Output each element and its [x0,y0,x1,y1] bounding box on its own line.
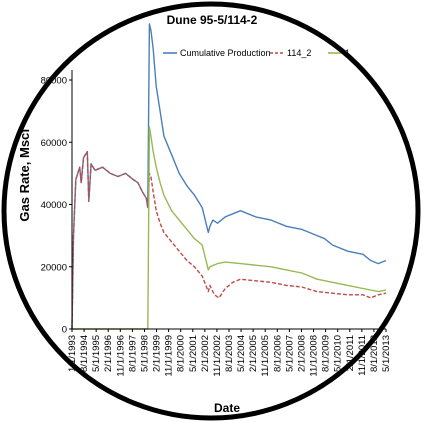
x-tick-label: 8/1/2006 [272,335,283,372]
x-tick-label: 11/1/1999 [164,335,175,377]
x-tick-label: 11/1/2002 [212,335,223,377]
plot-area [71,23,387,330]
y-tick-label: 60000 [41,138,67,149]
x-tick-label: 8/1/2009 [321,335,332,372]
x-tick-label: 8/1/2000 [176,335,187,372]
x-tick-label: 5/1/2007 [284,335,295,372]
x-tick-label: 2/1/1999 [152,335,163,372]
x-tick-label: 8/1/1994 [79,335,90,372]
x-tick-label: 11/1/2005 [260,335,271,377]
x-tick-label: 11/1/1996 [115,335,126,377]
x-tick-label: 5/1/1995 [91,335,102,372]
x-tick-label: 8/1/1997 [127,335,138,372]
x-tick-label: 5/1/1998 [139,335,150,372]
series-line-1 [71,150,387,330]
y-tick-label: 0 [62,325,67,336]
x-tick-label: 8/1/2012 [369,335,380,372]
x-tick-label: 11/1/2008 [309,335,320,377]
x-tick-label: 5/1/2001 [188,335,199,372]
x-tick-label: 1/1/1993 [67,335,78,372]
x-tick-label: 2/1/2008 [296,335,307,372]
y-tick-label: 80000 [41,76,67,87]
series-line-2 [72,126,387,330]
legend-label-0: Cumulative Production [180,48,271,58]
x-axis-label: Date [214,401,240,415]
y-axis-label: Gas Rate, Mscf [17,128,32,222]
x-tick-label: 2/1/2005 [248,335,259,372]
y-tick-label: 40000 [41,200,67,211]
x-tick-label: 5/1/2004 [236,335,247,372]
x-tick-label: 5/1/2013 [381,335,392,372]
plot-clip-group [71,23,387,330]
x-tick-label: 5/1/2010 [333,335,344,372]
x-tick-label: 8/1/2003 [224,335,235,372]
x-tick-label: 2/1/2002 [200,335,211,372]
legend-label-1: 114_2 [287,48,311,58]
chart-title: Dune 95-5/114-2 [167,13,258,27]
y-tick-label: 20000 [41,262,67,273]
x-tick-label: 2/1/2011 [345,335,356,371]
x-tick-label: 2/1/1996 [103,335,114,372]
